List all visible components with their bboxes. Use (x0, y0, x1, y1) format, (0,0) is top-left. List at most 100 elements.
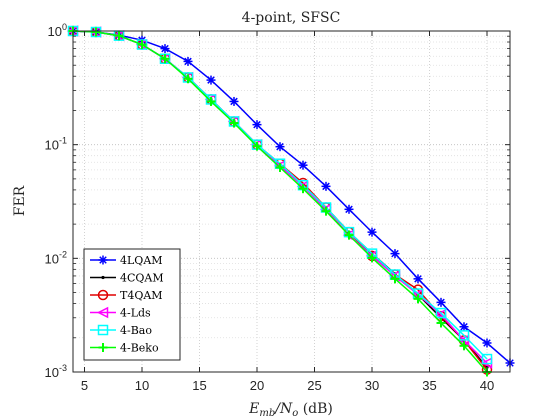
data-point (436, 297, 446, 307)
marker-stroke (230, 97, 238, 106)
data-point (321, 181, 331, 191)
marker-stroke (99, 256, 107, 264)
legend-item: 4-Bao (90, 324, 152, 337)
data-point (459, 322, 469, 332)
data-point (367, 253, 377, 263)
marker-stroke (207, 76, 215, 84)
data-point (252, 120, 262, 130)
x-tick-label: 25 (307, 378, 321, 393)
data-point (101, 275, 105, 280)
x-tick-label: 20 (250, 378, 264, 393)
y-tick-label-base: 10 (45, 138, 59, 153)
marker-stroke (253, 120, 261, 129)
data-point (137, 40, 147, 50)
data-point (91, 27, 101, 37)
marker-stroke (437, 298, 445, 307)
marker-stroke (368, 228, 376, 236)
y-tick-label: 10-1 (45, 136, 67, 153)
data-point (321, 206, 331, 216)
marker-stroke (391, 249, 399, 258)
marker-stroke (161, 44, 169, 53)
y-tick-label-base: 10 (48, 24, 62, 39)
data-point (481, 353, 493, 365)
legend: 4LQAM 4CQAM T4QAM 4-Lds 4-Bao 4-Beko (83, 248, 181, 361)
plot-frame (72, 30, 511, 373)
legend-item: 4LQAM (90, 254, 163, 267)
data-point (298, 184, 308, 194)
data-point (482, 338, 492, 348)
y-tick-label: 10-2 (45, 249, 67, 266)
y-tick-label-exponent: -2 (59, 249, 67, 259)
data-point (435, 307, 447, 319)
x-axis-title-sub2: o (292, 408, 298, 419)
x-axis-title-sub: mb (259, 408, 275, 419)
y-tick-label: 100 (48, 22, 67, 39)
x-tick-label: 30 (365, 378, 379, 393)
series-4-beko (68, 26, 492, 377)
data-point (413, 274, 423, 284)
data-point (229, 118, 239, 128)
data-point (252, 141, 262, 151)
data-point (97, 289, 109, 301)
data-point (275, 162, 285, 172)
x-tick-label: 40 (480, 378, 494, 393)
legend-label: 4-Bao (120, 324, 152, 337)
data-point (160, 54, 170, 64)
data-point (459, 341, 469, 351)
legend-label: 4LQAM (120, 254, 163, 267)
data-point (390, 249, 400, 259)
data-point (98, 255, 108, 265)
x-axis-title-mid: /N (273, 401, 293, 417)
legend-label: 4-Beko (120, 342, 159, 355)
data-point (97, 324, 109, 336)
data-point (436, 318, 446, 328)
legend-label: 4-Lds (120, 307, 151, 320)
series-4lqam (68, 26, 515, 368)
y-tick-label: 10-3 (45, 363, 67, 380)
data-point (275, 142, 285, 152)
data-point (413, 294, 423, 304)
marker-stroke (483, 339, 491, 347)
marker-stroke (276, 142, 284, 151)
data-point (390, 274, 400, 284)
data-point (160, 44, 170, 54)
legend-label: 4CQAM (120, 272, 164, 285)
data-point (458, 330, 470, 341)
y-tick-label-base: 10 (45, 251, 59, 266)
data-point (344, 230, 354, 240)
x-tick-label: 10 (135, 378, 149, 393)
marker-stroke (414, 275, 422, 283)
x-tick-label: 15 (192, 378, 206, 393)
marker-stroke (184, 57, 192, 66)
legend-item: 4-Lds (90, 307, 151, 320)
y-tick-label-exponent: -1 (59, 136, 67, 146)
data-point (344, 204, 354, 214)
data-point (229, 96, 239, 106)
y-axis-title: FER (12, 185, 28, 216)
data-point (298, 160, 308, 170)
marker-stroke (322, 182, 330, 191)
data-point (183, 56, 193, 66)
data-point (206, 75, 216, 85)
y-tick-label-exponent: -3 (59, 363, 67, 373)
x-axis-title-unit: (dB) (298, 401, 333, 417)
legend-item: T4QAM (90, 289, 163, 302)
data-point (114, 31, 124, 41)
x-tick-label: 5 (81, 378, 88, 393)
x-axis-title-e: E (248, 401, 259, 417)
series-group (66, 25, 515, 377)
marker-stroke (345, 205, 353, 214)
legend-box (83, 248, 181, 361)
marker-stroke (299, 161, 307, 169)
data-point (183, 74, 193, 84)
data-point (367, 227, 377, 237)
y-tick-label-exponent: 0 (62, 22, 67, 32)
chart-title: 4-point, SFSC (242, 10, 341, 26)
data-point (96, 306, 109, 319)
data-point (98, 343, 108, 352)
x-axis-title: Emb/No (dB) (248, 401, 333, 419)
y-tick-label-base: 10 (45, 365, 59, 380)
legend-item: 4-Beko (90, 342, 159, 355)
